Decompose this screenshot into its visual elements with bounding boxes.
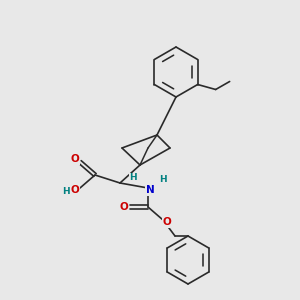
Text: O: O [70,185,80,195]
Text: H: H [62,187,70,196]
Text: H: H [159,176,167,184]
Text: O: O [163,217,171,227]
Text: N: N [146,185,154,195]
Text: H: H [129,173,137,182]
Text: O: O [120,202,128,212]
Text: O: O [70,154,80,164]
